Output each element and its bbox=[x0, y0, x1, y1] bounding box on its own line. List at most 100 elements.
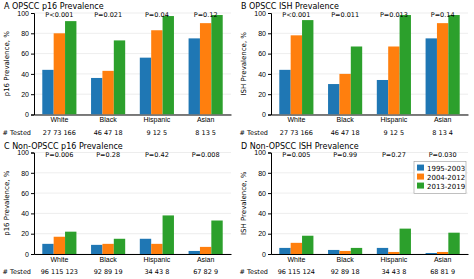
bar bbox=[91, 245, 102, 254]
title: D Non-OPSCC ISH Prevalence bbox=[241, 142, 359, 151]
bars bbox=[42, 15, 222, 114]
tick-label: 20 bbox=[258, 230, 266, 237]
tick-mark bbox=[31, 33, 34, 34]
bar bbox=[114, 40, 125, 114]
tick: 40 bbox=[258, 210, 271, 217]
tick-mark bbox=[268, 54, 271, 55]
annotation: P=0.006 bbox=[45, 151, 73, 159]
annotation: P=0.011 bbox=[331, 11, 359, 19]
tick-mark bbox=[31, 13, 34, 14]
tick: 40 bbox=[258, 71, 271, 78]
tick: White bbox=[50, 116, 68, 123]
tick-mark bbox=[268, 234, 271, 235]
series bbox=[302, 15, 460, 114]
grid-line bbox=[34, 213, 231, 214]
tick-label: 40 bbox=[21, 210, 29, 217]
tick-mark bbox=[268, 254, 271, 255]
bar bbox=[339, 251, 350, 254]
tick-label: Asian bbox=[197, 116, 215, 123]
tick-label: 20 bbox=[21, 91, 29, 98]
tick-label: 80 bbox=[21, 30, 29, 37]
annotation: P=0.99 bbox=[333, 151, 357, 159]
bar bbox=[377, 248, 388, 254]
annotation: 46 47 18 bbox=[94, 129, 123, 137]
bar bbox=[279, 70, 290, 115]
annotation: # Tested bbox=[3, 268, 31, 276]
tick-label: 60 bbox=[21, 50, 29, 57]
panel: 020406080100WhiteBlackHispanicAsianP=0.0… bbox=[3, 142, 232, 277]
legend-item: 2013-2019 bbox=[417, 183, 465, 191]
tick: Asian bbox=[434, 256, 452, 263]
annotation: 8 13 4 bbox=[432, 129, 453, 137]
grid bbox=[271, 153, 468, 255]
bar bbox=[400, 229, 411, 254]
tick: 80 bbox=[258, 170, 271, 177]
panel: 020406080100WhiteBlackHispanicAsianP<0.0… bbox=[3, 2, 232, 137]
bar bbox=[388, 46, 399, 114]
bar bbox=[200, 23, 211, 114]
bar bbox=[388, 252, 399, 254]
annotation: 46 47 18 bbox=[331, 129, 360, 137]
tick-label: 20 bbox=[21, 230, 29, 237]
bar bbox=[114, 239, 125, 254]
tick-mark bbox=[268, 33, 271, 34]
bar bbox=[189, 38, 200, 114]
annotation: 96 115 124 bbox=[278, 268, 315, 276]
bar bbox=[291, 243, 302, 254]
annotation: 68 81 9 bbox=[430, 268, 455, 276]
tick-label: Asian bbox=[434, 256, 452, 263]
axis-line bbox=[268, 14, 272, 116]
bar bbox=[291, 35, 302, 114]
x-axis: WhiteBlackHispanicAsian bbox=[35, 115, 232, 124]
annotation: P=0.008 bbox=[192, 151, 220, 159]
tick: 20 bbox=[21, 230, 34, 237]
legend-frame bbox=[414, 162, 466, 194]
axis-line bbox=[31, 153, 35, 255]
annotation: P=0.12 bbox=[194, 11, 218, 19]
bar bbox=[448, 15, 459, 114]
bar bbox=[328, 250, 339, 254]
bar bbox=[437, 23, 448, 114]
axis-line bbox=[268, 153, 272, 255]
annotation: 96 115 123 bbox=[41, 268, 78, 276]
bar bbox=[91, 78, 102, 115]
legend-label: 1995-2003 bbox=[427, 165, 465, 173]
bar bbox=[42, 70, 53, 115]
annotation: 9 12 5 bbox=[384, 129, 405, 137]
tick-mark bbox=[31, 254, 34, 255]
tick-label: Hispanic bbox=[143, 256, 170, 264]
tick: 0 bbox=[262, 251, 271, 258]
tick-mark bbox=[268, 13, 271, 14]
tick-label: Asian bbox=[434, 116, 452, 123]
tick-label: 0 bbox=[262, 251, 266, 258]
grid bbox=[34, 13, 231, 115]
title: C Non-OPSCC p16 Prevalence bbox=[4, 142, 123, 151]
legend-item: 2004-2012 bbox=[417, 174, 465, 182]
tick-label: 40 bbox=[21, 71, 29, 78]
bars bbox=[42, 215, 222, 254]
tick: 0 bbox=[25, 111, 34, 118]
tick-mark bbox=[31, 213, 34, 214]
tick: Hispanic bbox=[380, 116, 407, 124]
tick-mark bbox=[268, 94, 271, 95]
tick-label: Hispanic bbox=[143, 116, 170, 124]
tick-label: 60 bbox=[258, 190, 266, 197]
bar bbox=[351, 46, 362, 114]
tick: 80 bbox=[258, 30, 271, 37]
annotation: 34 43 8 bbox=[381, 268, 406, 276]
bar bbox=[279, 248, 290, 254]
annotation: P=0.28 bbox=[96, 151, 120, 159]
bar bbox=[211, 15, 222, 114]
tick-mark bbox=[31, 173, 34, 174]
tick-mark bbox=[31, 193, 34, 194]
annotation: P=0.005 bbox=[282, 151, 310, 159]
axis-line bbox=[272, 254, 469, 255]
annotation: # Tested bbox=[240, 268, 268, 276]
tick: 0 bbox=[262, 111, 271, 118]
tick-mark bbox=[268, 74, 271, 75]
series bbox=[65, 215, 223, 254]
annotation: 92 89 18 bbox=[331, 268, 360, 276]
tick: 80 bbox=[21, 30, 34, 37]
annotation: 27 73 166 bbox=[43, 129, 76, 137]
bar bbox=[426, 253, 437, 254]
